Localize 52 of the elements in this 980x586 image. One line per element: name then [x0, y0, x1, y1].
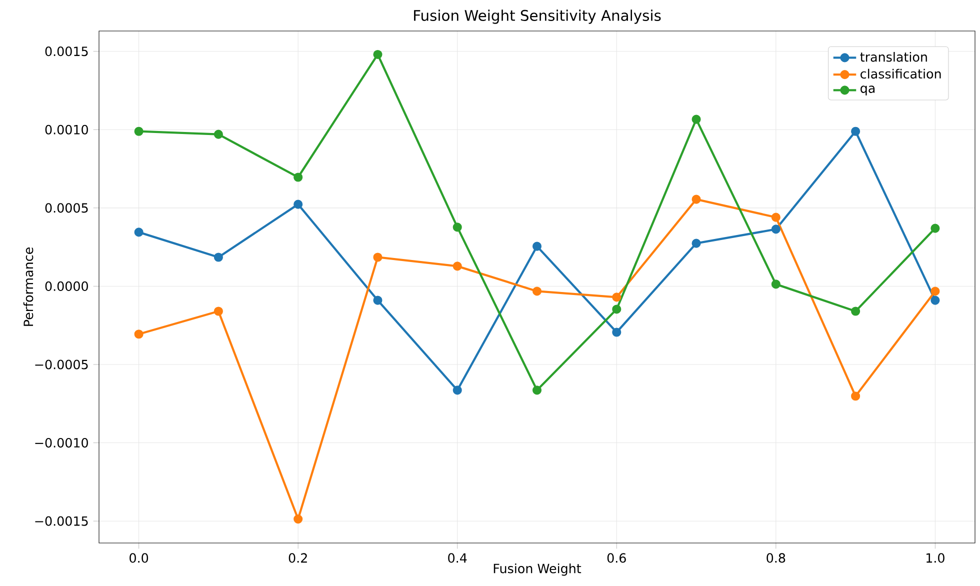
legend-label: classification: [860, 68, 941, 79]
point: [771, 224, 780, 234]
point: [452, 386, 462, 395]
point: [851, 126, 860, 136]
point: [851, 392, 860, 401]
point: [452, 262, 462, 271]
point: [851, 306, 860, 316]
x-tick-label: 0.6: [607, 553, 626, 563]
y-tick-label: 0.0010: [45, 124, 88, 134]
y-tick-label: −0.0005: [35, 360, 88, 370]
x-tick-label: 1.0: [926, 553, 944, 563]
y-tick-label: −0.0015: [35, 516, 88, 526]
point: [134, 330, 144, 339]
y-tick-label: 0.0005: [45, 203, 88, 213]
point: [930, 296, 940, 305]
point: [692, 114, 701, 124]
x-tick-label: 0.2: [288, 553, 307, 563]
point: [452, 222, 462, 232]
y-tick-label: 0.0000: [45, 281, 88, 292]
point: [930, 286, 940, 296]
point: [930, 224, 940, 233]
legend-label: translation: [860, 52, 927, 62]
point: [373, 296, 382, 305]
point: [771, 280, 780, 289]
x-tick-label: 0.4: [448, 553, 467, 563]
point: [294, 514, 303, 524]
x-axis-title: Fusion Weight: [494, 563, 582, 576]
y-tick-label: −0.0010: [35, 438, 88, 448]
point: [612, 292, 622, 302]
legend-label: qa: [860, 86, 875, 96]
point: [214, 252, 223, 262]
point: [134, 126, 144, 136]
point: [612, 328, 622, 337]
y-tick-label: 0.0015: [45, 46, 88, 56]
point: [294, 172, 303, 182]
point: [532, 286, 542, 296]
point: [294, 200, 303, 209]
point: [373, 252, 382, 262]
point: [373, 50, 382, 60]
point: [214, 306, 223, 316]
y-axis-title: Performance: [23, 248, 34, 326]
point: [692, 194, 701, 204]
point: [532, 386, 542, 395]
point: [214, 130, 223, 139]
point: [771, 212, 780, 222]
x-tick-label: 0.8: [766, 553, 786, 563]
x-tick-label: 0.0: [130, 553, 148, 563]
point: [612, 304, 622, 314]
point: [134, 228, 144, 237]
chart-title: Fusion Weight Sensitivity Analysis: [414, 10, 661, 24]
point: [532, 242, 542, 251]
point: [692, 238, 701, 248]
